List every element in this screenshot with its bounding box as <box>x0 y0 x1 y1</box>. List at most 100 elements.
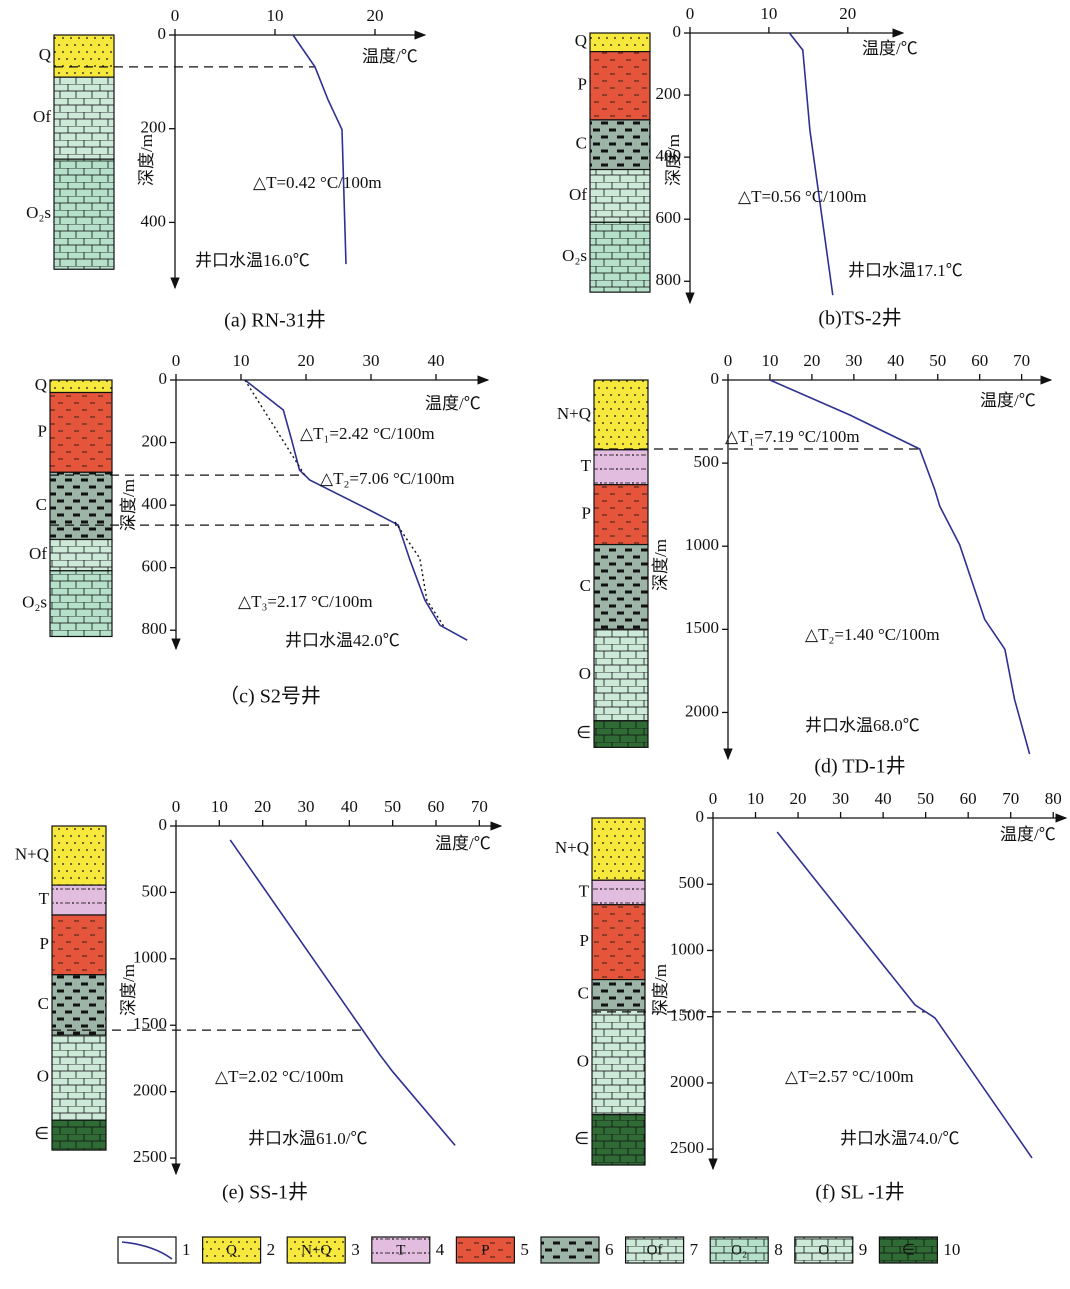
stratum-label: O <box>577 1051 589 1070</box>
stratum <box>590 170 650 223</box>
x-tick-label: 40 <box>875 789 892 808</box>
y-tick-label: 0 <box>159 369 168 388</box>
legend-number: 1 <box>182 1240 191 1259</box>
legend-symbol: P <box>481 1242 489 1258</box>
stratum <box>592 1115 645 1165</box>
x-tick-label: 0 <box>686 4 695 23</box>
y-tick-label: 1500 <box>670 1006 704 1025</box>
stratum-label: ∈ <box>574 1129 589 1148</box>
stratum-label: O <box>37 1067 49 1086</box>
x-tick-label: 0 <box>172 351 181 370</box>
stratum-label: P <box>38 421 47 440</box>
x-tick-label: 20 <box>298 351 315 370</box>
y-tick-label: 400 <box>142 494 168 513</box>
y-tick-label: 2000 <box>133 1081 167 1100</box>
stratum <box>594 450 648 485</box>
stratum <box>50 472 112 539</box>
y-tick-label: 1000 <box>133 948 167 967</box>
caption: (a) RN-31井 <box>224 309 326 332</box>
annotation: 井口水温61.0/℃ <box>248 1129 367 1148</box>
stratum <box>54 77 114 159</box>
x-tick-label: 20 <box>790 789 807 808</box>
annotation: △T=0.42 °C/100m <box>253 173 382 192</box>
stratum <box>52 1120 106 1150</box>
x-tick-label: 0 <box>172 797 181 816</box>
stratum <box>594 629 648 720</box>
legend-symbol: Of <box>647 1242 663 1258</box>
stratum <box>590 52 650 120</box>
x-tick-label: 10 <box>760 4 777 23</box>
stratum-label: P <box>580 931 589 950</box>
legend-symbol: N+Q <box>301 1242 331 1258</box>
annotation: 井口水温74.0/℃ <box>840 1129 959 1148</box>
x-tick-label: 0 <box>171 6 180 25</box>
stratum <box>594 721 648 748</box>
stratum <box>592 880 645 905</box>
caption: (e) SS-1井 <box>222 1181 308 1204</box>
y-axis-label: 深度/m <box>664 134 683 186</box>
legend-number: 8 <box>774 1240 783 1259</box>
x-tick-label: 30 <box>363 351 380 370</box>
stratum <box>52 826 106 885</box>
stratum <box>592 1010 645 1115</box>
stratum-label: O₂s <box>26 203 51 222</box>
y-tick-label: 0 <box>673 22 682 41</box>
x-tick-label: 30 <box>845 351 862 370</box>
x-tick-label: 40 <box>887 351 904 370</box>
annotation: 井口水温16.0℃ <box>195 251 310 270</box>
y-axis-label: 深度/m <box>137 134 156 186</box>
stratum <box>52 885 106 915</box>
temperature-curve <box>230 840 455 1146</box>
x-tick-label: 20 <box>367 6 384 25</box>
annotation: 井口水温42.0℃ <box>285 631 400 650</box>
caption: (d) TD-1井 <box>814 755 905 778</box>
legend-symbol: T <box>396 1242 405 1258</box>
x-tick-label: 60 <box>960 789 977 808</box>
page: {"chart_data": [ {"type": "line", "capti… <box>0 0 1070 1289</box>
x-tick-label: 70 <box>1002 789 1019 808</box>
stratum <box>50 393 112 473</box>
x-tick-label: 10 <box>267 6 284 25</box>
stratum-label: O₂s <box>562 246 587 265</box>
stratum-label: Q <box>575 31 587 50</box>
x-tick-label: 40 <box>341 797 358 816</box>
x-tick-label: 50 <box>384 797 401 816</box>
y-tick-label: 500 <box>142 881 168 900</box>
x-tick-label: 60 <box>971 351 988 370</box>
x-axis-label: 温度/℃ <box>425 394 481 413</box>
y-tick-label: 600 <box>656 208 682 227</box>
x-tick-label: 0 <box>724 351 733 370</box>
annotation: △T=2.02 °C/100m <box>215 1067 344 1086</box>
legend-number: 7 <box>690 1240 699 1259</box>
stratum-label: Q <box>39 45 51 64</box>
y-axis-label: 深度/m <box>651 539 670 591</box>
x-tick-label: 10 <box>233 351 250 370</box>
stratum <box>592 905 645 980</box>
stratum <box>52 915 106 975</box>
stratum <box>590 33 650 52</box>
annotation: △T₃=2.17 °C/100m <box>238 592 373 611</box>
stratum-label: C <box>36 495 47 514</box>
legend-number: 9 <box>859 1240 868 1259</box>
y-tick-label: 0 <box>158 24 167 43</box>
legend-number: 6 <box>605 1240 614 1259</box>
legend-number: 10 <box>943 1240 960 1259</box>
stratum <box>52 1035 106 1120</box>
legend-swatch <box>118 1237 176 1263</box>
stratum <box>590 120 650 170</box>
annotation: △T₂=7.06 °C/100m <box>320 469 455 488</box>
stratum-label: O₂s <box>22 593 47 612</box>
y-tick-label: 1500 <box>685 618 719 637</box>
x-tick-label: 30 <box>298 797 315 816</box>
legend-symbol: O <box>818 1242 829 1258</box>
y-axis-label: 深度/m <box>119 479 138 531</box>
y-tick-label: 2500 <box>670 1138 704 1157</box>
y-tick-label: 200 <box>142 431 168 450</box>
stratum-label: C <box>578 984 589 1003</box>
x-tick-label: 50 <box>917 789 934 808</box>
y-tick-label: 500 <box>679 873 705 892</box>
x-tick-label: 30 <box>832 789 849 808</box>
temperature-curve <box>293 35 346 264</box>
legend-number: 5 <box>520 1240 529 1259</box>
stratum-label: C <box>580 576 591 595</box>
